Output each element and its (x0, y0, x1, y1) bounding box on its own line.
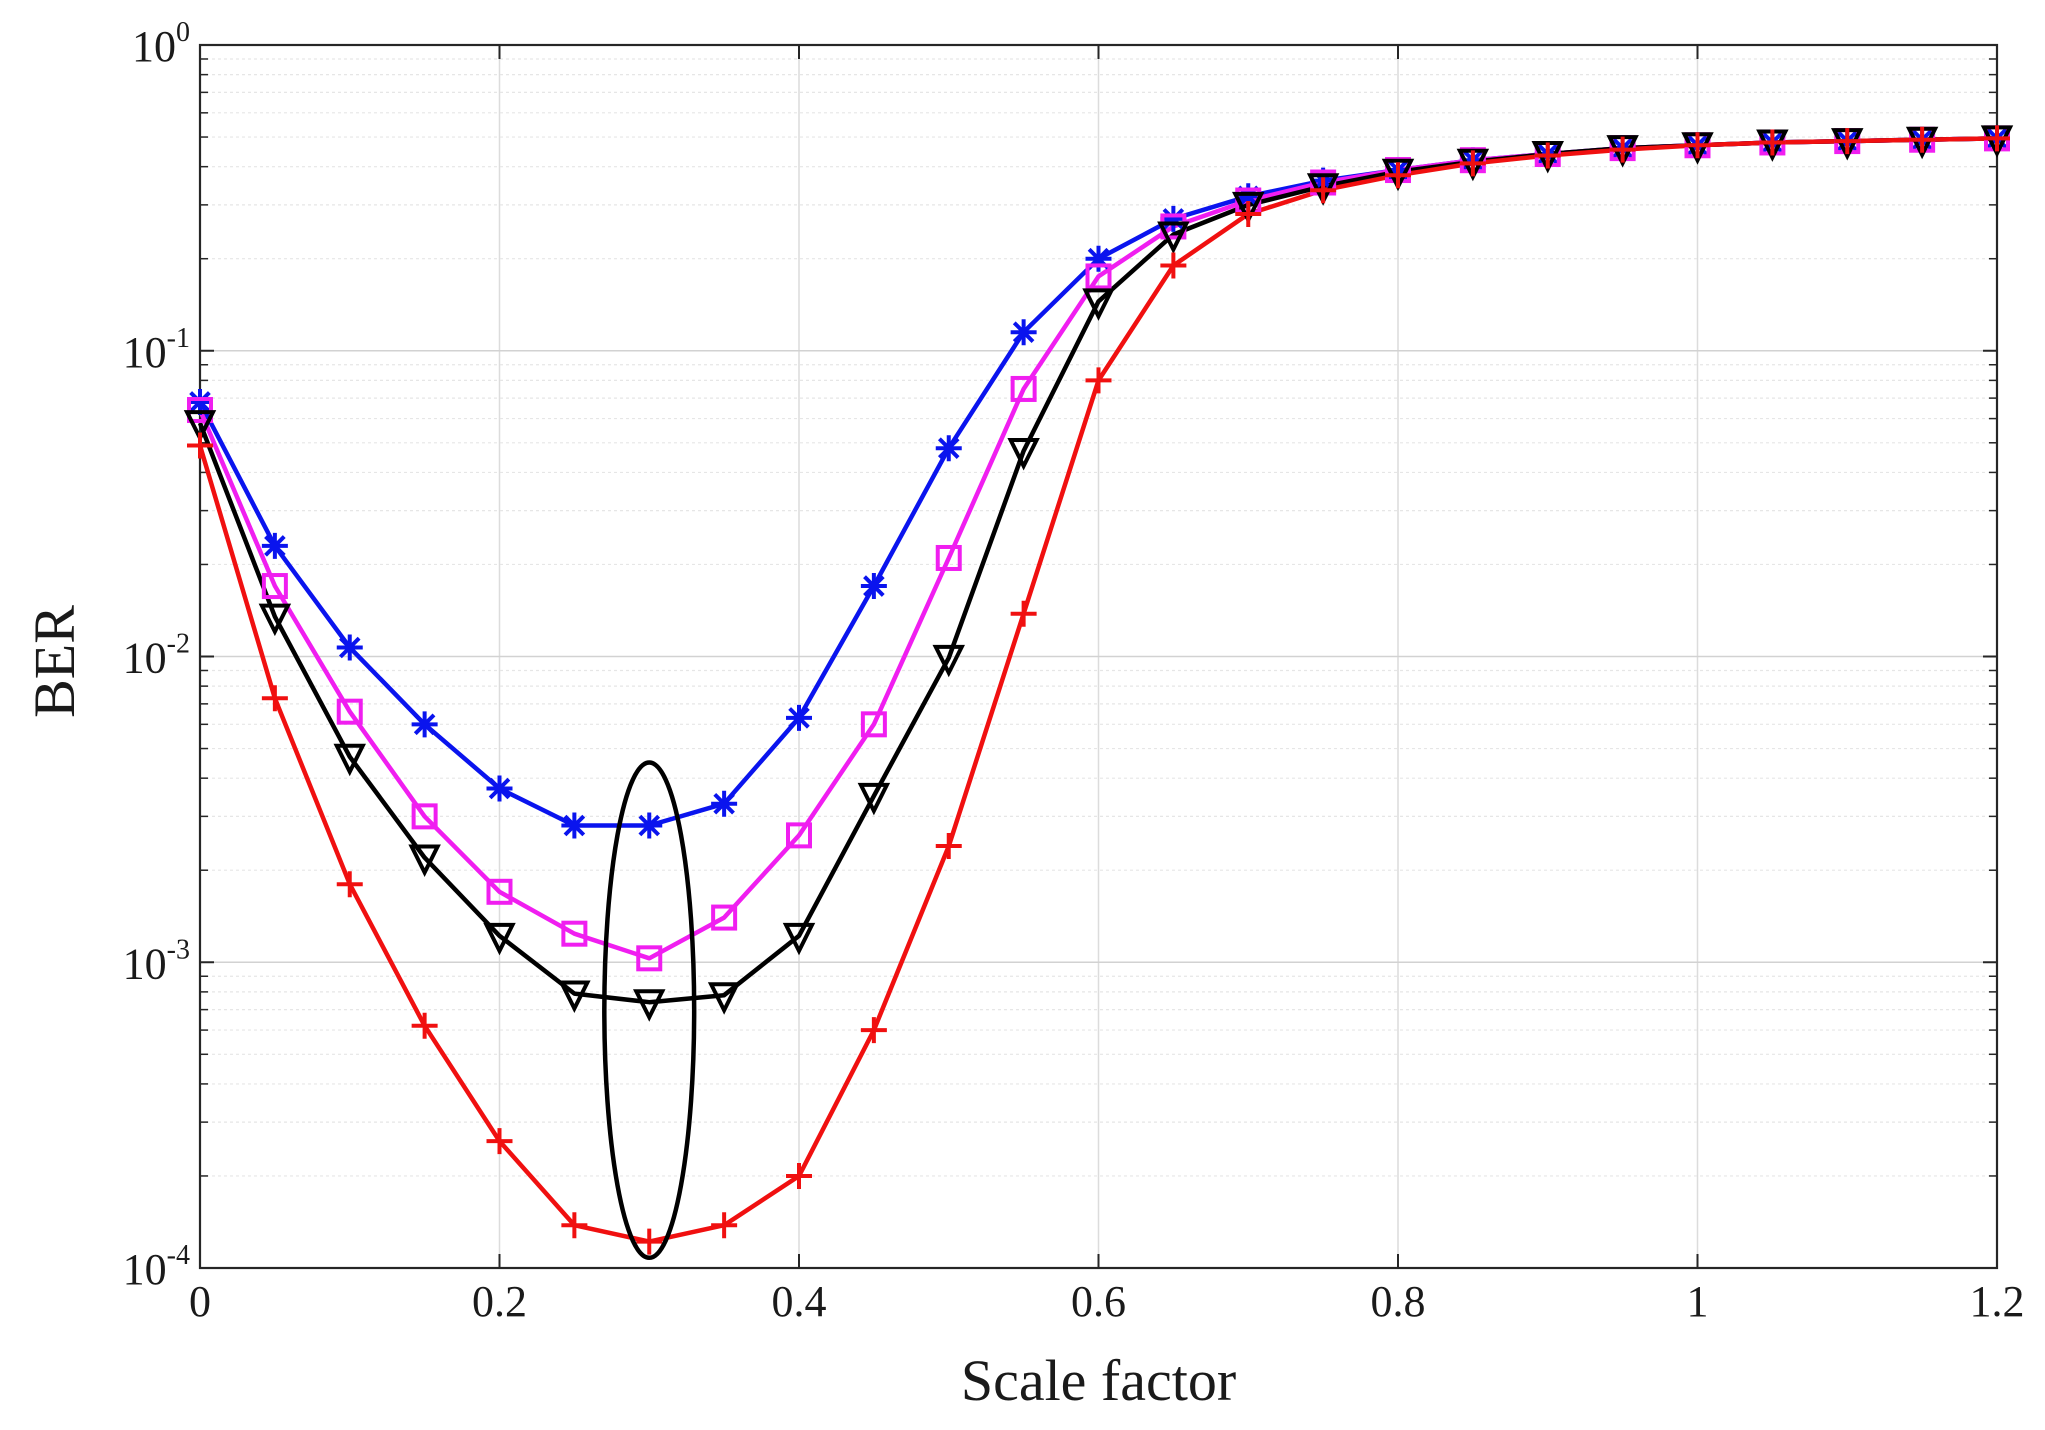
annotations (602, 760, 697, 1261)
data-point-blue-asterisk (786, 704, 812, 731)
y-tick-labels: 100 10-1 10-2 10-3 10-4 (123, 17, 190, 1294)
data-point-magenta-square (711, 904, 738, 931)
data-point-blue-asterisk (411, 711, 438, 738)
data-point-black-triangle (707, 982, 741, 1015)
data-point-black-triangle (333, 743, 366, 777)
y-tick-label: 10-2 (123, 629, 190, 683)
x-tick-label: 1.2 (1970, 1277, 2025, 1326)
data-point-black-triangle (782, 922, 816, 956)
data-point-magenta-square (187, 397, 213, 424)
data-point-red-plus (1010, 600, 1037, 627)
data-point-blue-asterisk (261, 532, 288, 559)
data-point-red-plus (1834, 128, 1861, 155)
data-point-black-triangle (1082, 288, 1115, 321)
data-point-red-plus (1160, 252, 1187, 279)
data-point-magenta-square (636, 945, 663, 972)
data-point-red-plus (636, 1228, 663, 1255)
data-point-red-plus (1534, 142, 1561, 169)
data-point-magenta-square (411, 803, 438, 830)
data-point-magenta-square (561, 920, 588, 947)
data-point-black-triangle (1007, 438, 1040, 471)
data-point-magenta-square (1010, 375, 1037, 402)
data-point-blue-asterisk (187, 388, 213, 415)
data-point-blue-asterisk (935, 435, 962, 462)
data-point-red-plus (711, 1212, 738, 1239)
y-axis-label: BER (22, 605, 87, 718)
x-tick-label: 0.2 (472, 1277, 527, 1326)
data-point-black-triangle (932, 644, 965, 678)
data-point-red-plus (1909, 126, 1936, 153)
data-point-magenta-square (261, 573, 288, 600)
data-point-black-triangle (483, 922, 516, 956)
data-point-magenta-square (336, 698, 363, 725)
data-point-red-plus (261, 685, 288, 712)
data-point-red-plus (786, 1162, 812, 1189)
data-point-red-plus (336, 871, 363, 898)
data-point-red-plus (411, 1012, 438, 1039)
data-point-red-plus (1085, 367, 1112, 394)
data-point-magenta-square (935, 544, 962, 571)
x-tick-label: 0.8 (1371, 1277, 1426, 1326)
data-point-blue-asterisk (1235, 183, 1262, 210)
data-point-blue-asterisk (860, 573, 887, 600)
data-point-blue-asterisk (636, 812, 663, 839)
data-point-blue-asterisk (561, 812, 588, 839)
data-point-blue-asterisk (336, 634, 363, 661)
data-point-red-plus (1385, 162, 1411, 189)
data-point-red-plus (1759, 129, 1786, 156)
data-point-black-triangle (633, 989, 666, 1022)
tick-marks (199, 44, 1998, 1269)
data-point-blue-asterisk (1085, 245, 1112, 272)
data-point-magenta-square (860, 711, 887, 738)
data-point-red-plus (1310, 177, 1337, 204)
x-tick-label: 0.4 (772, 1277, 827, 1326)
data-point-magenta-square (486, 878, 513, 905)
data-point-magenta-square (786, 822, 812, 849)
data-point-black-triangle (1232, 191, 1265, 225)
y-tick-label: 10-1 (123, 323, 190, 377)
data-point-red-plus (1235, 201, 1262, 228)
data-point-black-triangle (183, 410, 217, 443)
series-markers (183, 125, 2014, 1255)
data-point-red-plus (935, 833, 962, 859)
y-tick-label: 100 (132, 17, 190, 71)
data-point-blue-asterisk (1010, 319, 1037, 346)
grid (200, 45, 1997, 1268)
data-point-blue-asterisk (486, 775, 513, 802)
y-tick-label: 10-3 (123, 934, 190, 988)
data-point-red-plus (1984, 125, 2010, 152)
data-point-blue-asterisk (1160, 205, 1187, 232)
data-point-red-plus (187, 432, 213, 459)
data-point-black-triangle (408, 844, 441, 878)
x-axis-label: Scale factor (961, 1348, 1236, 1413)
data-point-red-plus (1684, 132, 1711, 159)
x-tick-label: 1 (1687, 1277, 1709, 1326)
data-point-black-triangle (258, 603, 292, 637)
data-point-red-plus (561, 1212, 588, 1239)
data-point-red-plus (1609, 136, 1636, 163)
highlight-ellipse (602, 760, 697, 1261)
data-point-magenta-square (1085, 263, 1112, 290)
data-point-black-triangle (558, 980, 591, 1014)
data-point-red-plus (860, 1017, 887, 1044)
data-point-blue-asterisk (711, 790, 738, 817)
data-point-red-plus (486, 1128, 513, 1155)
x-tick-label: 0 (189, 1277, 211, 1326)
data-point-red-plus (1459, 150, 1486, 177)
data-point-black-triangle (1157, 221, 1190, 254)
x-tick-label: 0.6 (1071, 1277, 1126, 1326)
x-tick-labels: 0 0.2 0.4 0.6 0.8 1 1.2 (189, 1277, 2025, 1326)
y-tick-label: 10-4 (123, 1240, 190, 1294)
data-point-black-triangle (857, 782, 891, 816)
